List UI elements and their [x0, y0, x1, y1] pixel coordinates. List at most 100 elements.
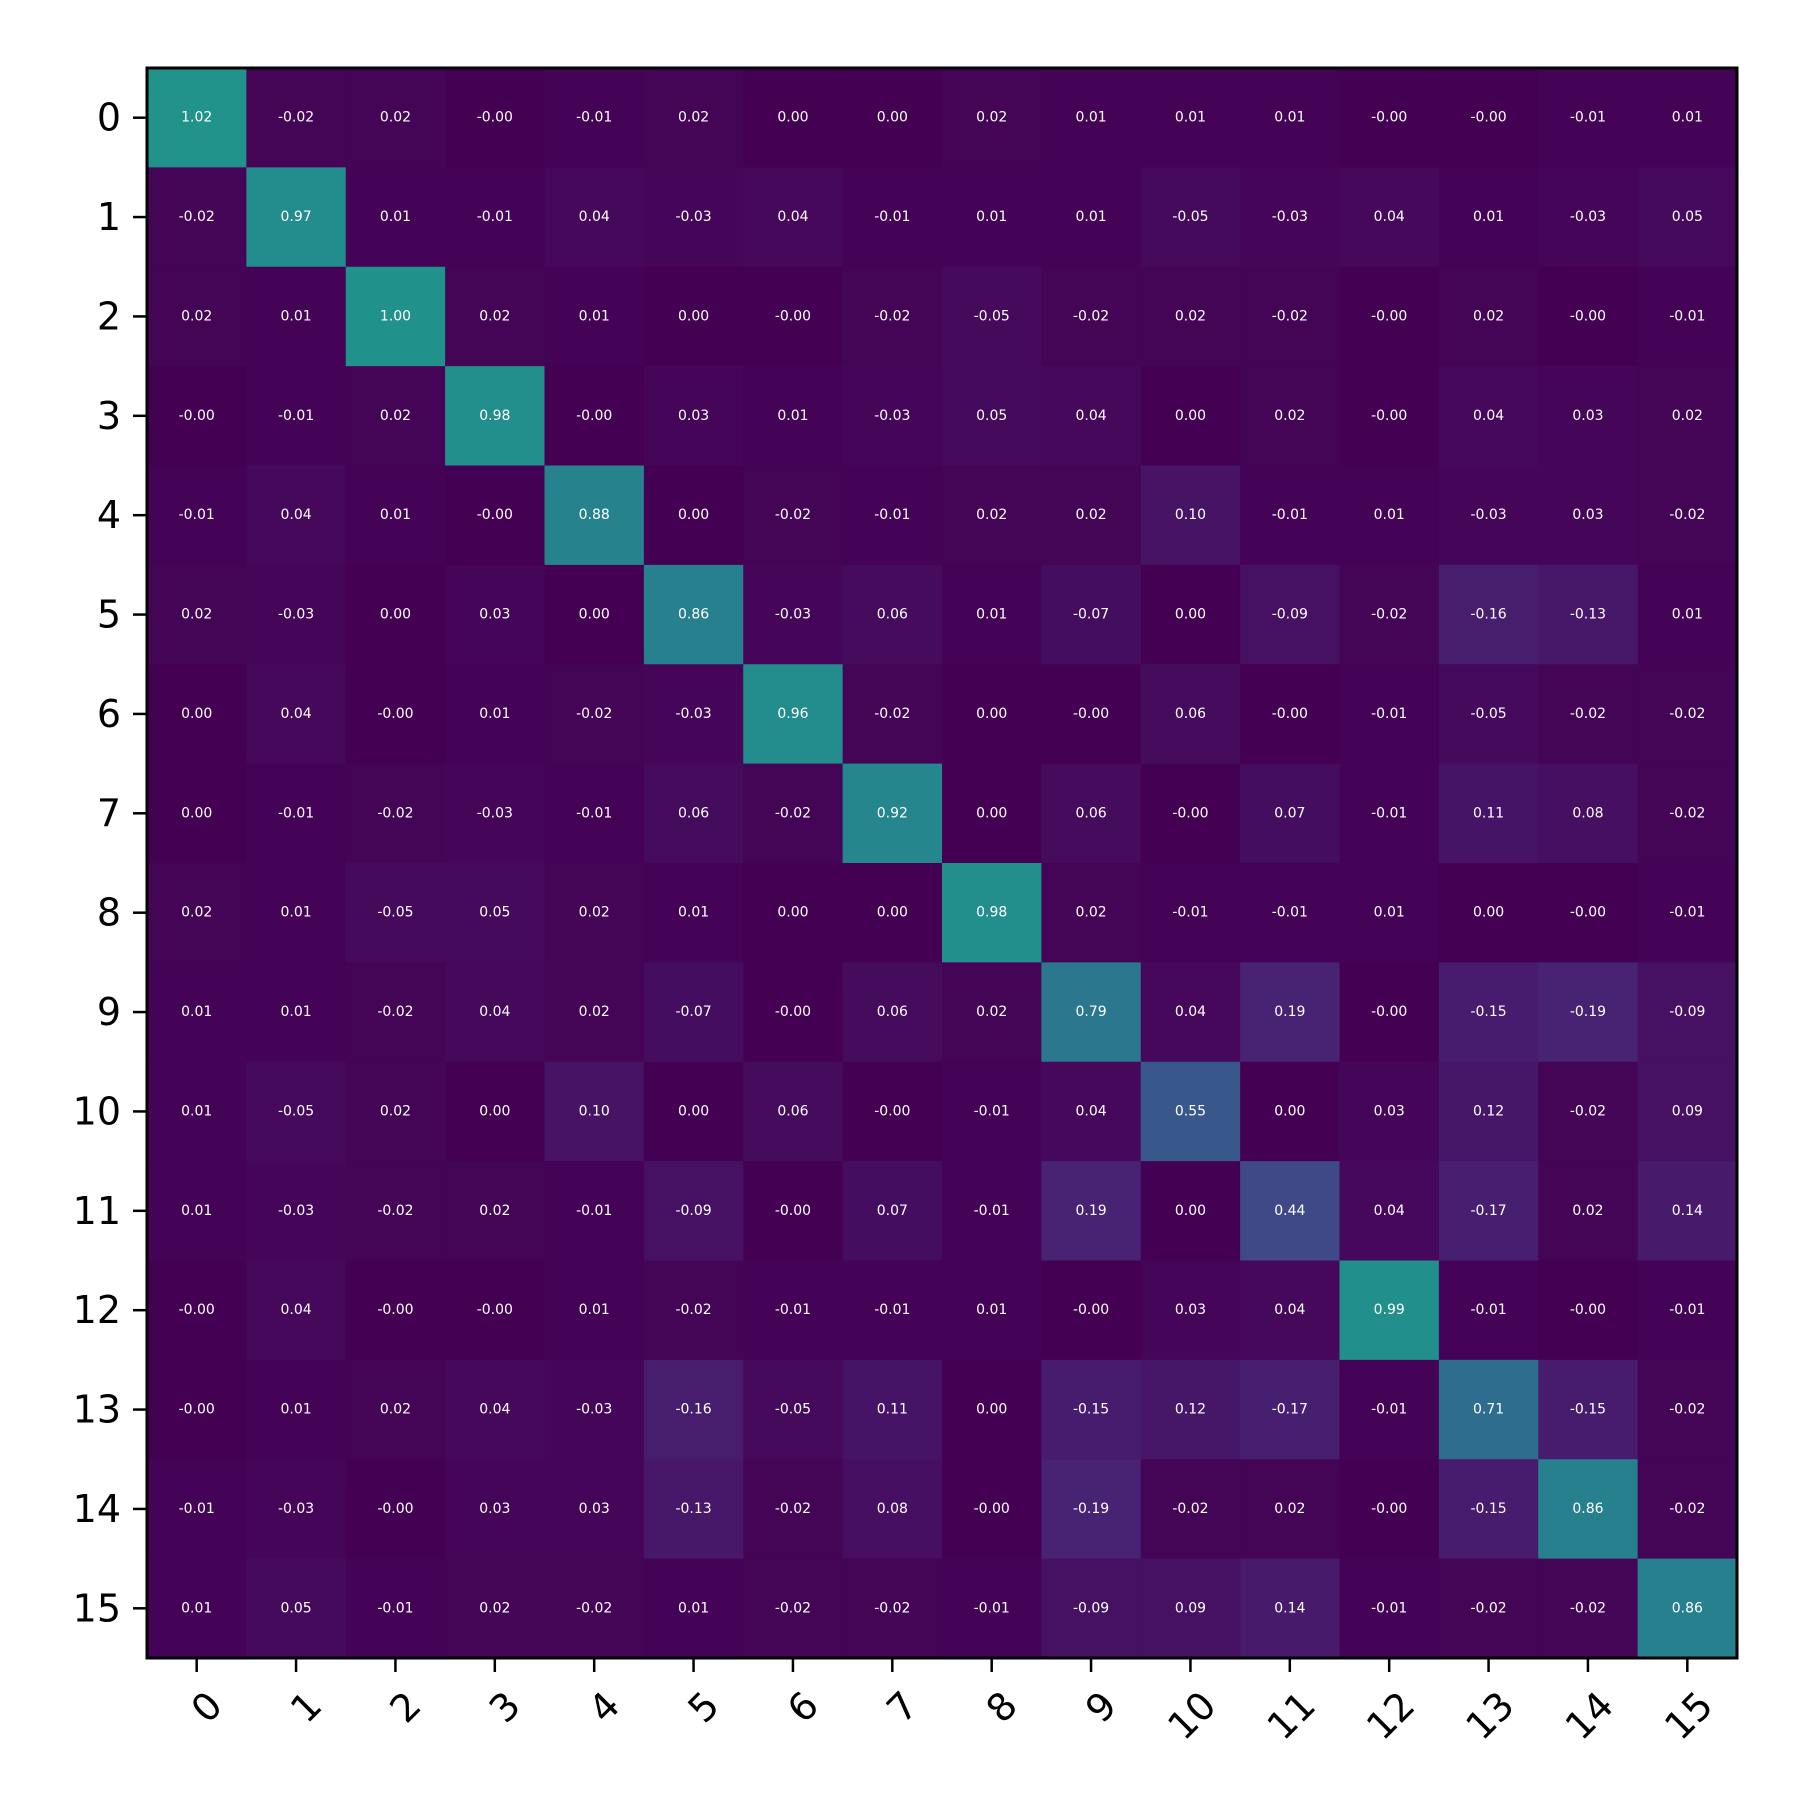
- cell-value-label-r1-c12: 0.04: [1374, 209, 1405, 225]
- cell-value-label-r3-c10: 0.00: [1175, 408, 1206, 424]
- heatmap-cell-r12-c10: [1140, 1260, 1241, 1361]
- cell-value-label-r5-c6: -0.03: [775, 607, 811, 623]
- cell-value-label-r6-c15: -0.02: [1669, 706, 1705, 722]
- heatmap-cell-r7-c3: [445, 763, 546, 864]
- cell-value-label-r11-c15: 0.14: [1672, 1203, 1703, 1219]
- cell-value-label-r11-c2: -0.02: [377, 1203, 413, 1219]
- heatmap-cell-r8-c4: [544, 863, 645, 963]
- cell-value-label-r4-c4: 0.88: [579, 507, 610, 523]
- heatmap-cell-r14-c7: [842, 1459, 943, 1560]
- heatmap-cell-r13-c2: [345, 1359, 446, 1460]
- heatmap-cell-r8-c15: [1637, 863, 1738, 963]
- heatmap-cell-r0-c10: [1140, 68, 1241, 168]
- heatmap-cell-r10-c13: [1438, 1061, 1539, 1162]
- heatmap-cell-r12-c9: [1041, 1260, 1142, 1361]
- cell-value-label-r9-c14: -0.19: [1570, 1004, 1606, 1020]
- cell-value-label-r12-c9: -0.00: [1073, 1302, 1109, 1318]
- cell-value-label-r5-c10: 0.00: [1175, 607, 1206, 623]
- cell-value-label-r7-c5: 0.06: [678, 805, 709, 821]
- cell-value-label-r2-c8: -0.05: [974, 308, 1010, 324]
- heatmap-cell-r6-c14: [1538, 664, 1639, 765]
- heatmap-cell-r14-c8: [942, 1459, 1042, 1560]
- heatmap-cell-r10-c3: [445, 1061, 546, 1162]
- cell-value-label-r2-c5: 0.00: [678, 308, 709, 324]
- cell-value-label-r4-c13: -0.03: [1470, 507, 1506, 523]
- cell-value-label-r12-c10: 0.03: [1175, 1302, 1206, 1318]
- heatmap-cell-r15-c1: [246, 1558, 347, 1659]
- heatmap-cell-r11-c4: [544, 1161, 645, 1262]
- heatmap-cell-r0-c12: [1339, 68, 1440, 168]
- heatmap-cell-r14-c6: [743, 1459, 844, 1560]
- heatmap-cell-r10-c7: [842, 1061, 943, 1162]
- cell-value-label-r6-c4: -0.02: [576, 706, 612, 722]
- heatmap-cell-r2-c14: [1538, 266, 1639, 367]
- heatmap-cell-r0-c14: [1538, 68, 1639, 168]
- cell-value-label-r8-c13: 0.00: [1473, 905, 1504, 921]
- cell-value-label-r10-c9: 0.04: [1075, 1103, 1106, 1119]
- heatmap-cell-r6-c1: [246, 664, 347, 765]
- cell-value-label-r7-c3: -0.03: [477, 805, 513, 821]
- cell-value-label-r10-c7: -0.00: [874, 1103, 910, 1119]
- cell-value-label-r8-c4: 0.02: [579, 905, 610, 921]
- heatmap-cell-r3-c15: [1637, 366, 1738, 467]
- heatmap-cell-r0-c1: [246, 68, 347, 168]
- heatmap-cell-r6-c2: [345, 664, 446, 765]
- heatmap-cell-r11-c9: [1041, 1161, 1142, 1262]
- cell-value-label-r0-c10: 0.01: [1175, 110, 1206, 126]
- cell-value-label-r15-c14: -0.02: [1570, 1600, 1606, 1616]
- cell-value-label-r1-c11: -0.03: [1272, 209, 1308, 225]
- cell-value-label-r0-c13: -0.00: [1470, 110, 1506, 126]
- heatmap-cell-r4-c8: [942, 465, 1042, 566]
- cell-value-label-r14-c5: -0.13: [675, 1501, 711, 1517]
- cell-value-label-r0-c7: 0.00: [877, 110, 908, 126]
- heatmap-cell-r5-c14: [1538, 564, 1639, 665]
- cell-value-label-r11-c14: 0.02: [1572, 1203, 1603, 1219]
- cell-value-label-r13-c6: -0.05: [775, 1402, 811, 1418]
- cell-value-label-r3-c4: -0.00: [576, 408, 612, 424]
- y-tick-label-7: 7: [97, 791, 121, 835]
- heatmap-cell-labels: 1.02 -0.02 0.02 -0.00 -0.01 0.02 0.00 0.00 0.02 0…: [179, 110, 1706, 1617]
- y-tick-label-2: 2: [97, 294, 121, 338]
- x-tick-label-13: 13: [1457, 1683, 1522, 1748]
- cell-value-label-r15-c5: 0.01: [678, 1600, 709, 1616]
- y-tick-label-0: 0: [97, 96, 121, 140]
- plot-frame: [145, 66, 1739, 1660]
- y-tick-label-11: 11: [73, 1189, 121, 1233]
- cell-value-label-r10-c8: -0.01: [974, 1103, 1010, 1119]
- cell-value-label-r10-c6: 0.06: [777, 1103, 808, 1119]
- cell-value-label-r5-c13: -0.16: [1470, 607, 1506, 623]
- heatmap-cell-r3-c2: [345, 366, 446, 467]
- heatmap-cell-r13-c6: [743, 1359, 844, 1460]
- heatmap-cell-r3-c0: [147, 366, 247, 467]
- heatmap-cell-r5-c1: [246, 564, 347, 665]
- cell-value-label-r14-c15: -0.02: [1669, 1501, 1705, 1517]
- heatmap-cell-r12-c3: [445, 1260, 546, 1361]
- heatmap-cell-r3-c14: [1538, 366, 1639, 467]
- cell-value-label-r8-c6: 0.00: [777, 905, 808, 921]
- heatmap-cell-r8-c7: [842, 863, 943, 963]
- heatmap-cell-r3-c1: [246, 366, 347, 467]
- x-tick-label-0: 0: [183, 1683, 231, 1731]
- cell-value-label-r6-c11: -0.00: [1272, 706, 1308, 722]
- heatmap-cell-r11-c13: [1438, 1161, 1539, 1262]
- cell-value-label-r10-c2: 0.02: [380, 1103, 411, 1119]
- cell-value-label-r1-c14: -0.03: [1570, 209, 1606, 225]
- heatmap-cell-r11-c14: [1538, 1161, 1639, 1262]
- cell-value-label-r4-c6: -0.02: [775, 507, 811, 523]
- x-tick-label-11: 11: [1259, 1683, 1324, 1748]
- cell-value-label-r7-c2: -0.02: [377, 805, 413, 821]
- heatmap-cell-r7-c1: [246, 763, 347, 864]
- heatmap-cell-r9-c10: [1140, 962, 1241, 1063]
- cell-value-label-r9-c13: -0.15: [1470, 1004, 1506, 1020]
- heatmap-cell-r8-c12: [1339, 863, 1440, 963]
- cell-value-label-r9-c0: 0.01: [181, 1004, 212, 1020]
- cell-value-label-r4-c7: -0.01: [874, 507, 910, 523]
- cell-value-label-r12-c8: 0.01: [976, 1302, 1007, 1318]
- cell-value-label-r8-c3: 0.05: [479, 905, 510, 921]
- cell-value-label-r15-c1: 0.05: [280, 1600, 311, 1616]
- cell-value-label-r14-c10: -0.02: [1172, 1501, 1208, 1517]
- heatmap-cell-r7-c11: [1240, 763, 1341, 864]
- cell-value-label-r12-c15: -0.01: [1669, 1302, 1705, 1318]
- heatmap-cell-r13-c13: [1438, 1359, 1539, 1460]
- cell-value-label-r6-c9: -0.00: [1073, 706, 1109, 722]
